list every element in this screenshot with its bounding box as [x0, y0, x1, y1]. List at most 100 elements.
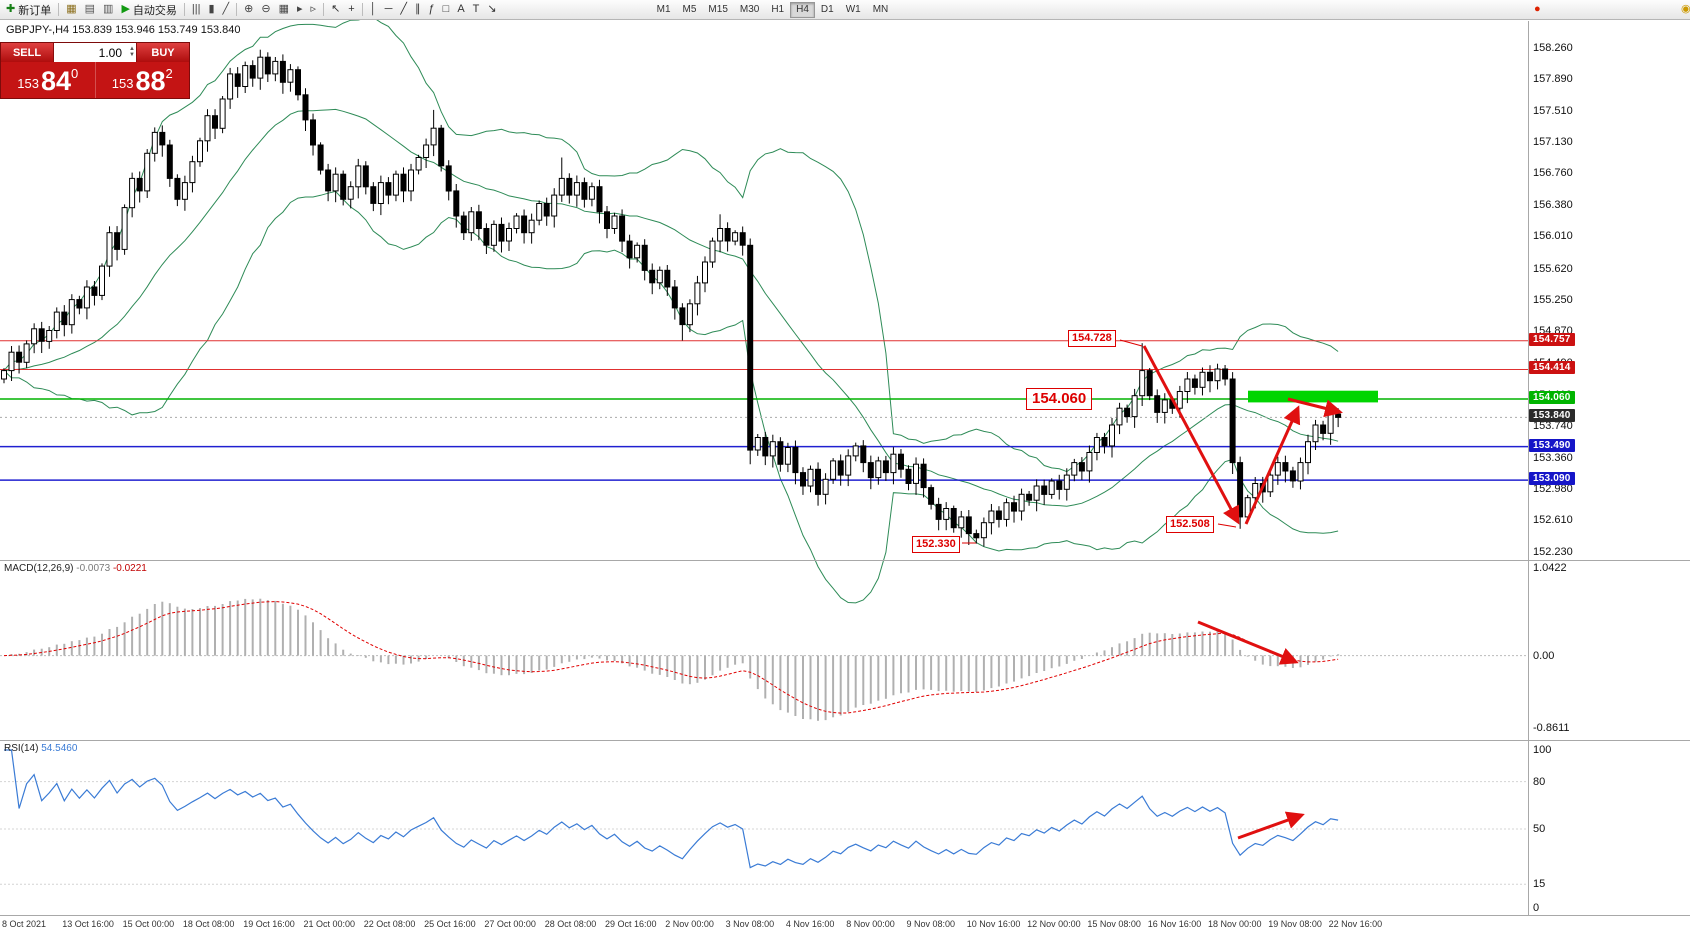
price-line-badge: 154.757	[1529, 332, 1575, 346]
time-label: 3 Nov 08:00	[725, 919, 775, 929]
timeframe-d1[interactable]: D1	[815, 2, 840, 18]
volume-input[interactable]	[54, 44, 136, 61]
buy-price[interactable]: 153 88 2	[111, 66, 173, 97]
price-line-badge: 153.840	[1529, 409, 1575, 423]
price-tick: 157.510	[1533, 104, 1573, 117]
timeframe-m1[interactable]: M1	[651, 2, 677, 18]
arrows-tool-button[interactable]: ↘	[483, 1, 500, 18]
time-label: 29 Oct 16:00	[605, 919, 657, 929]
price-tick: 157.130	[1533, 136, 1573, 149]
time-label: 8 Nov 00:00	[846, 919, 895, 929]
time-label: 4 Nov 16:00	[785, 919, 835, 929]
bar-chart-button[interactable]: |||	[188, 1, 205, 18]
auto-scroll-button[interactable]: ▸	[293, 1, 307, 18]
fibonacci-button[interactable]: ƒ	[425, 1, 439, 18]
price-annotation[interactable]: 152.508	[1166, 516, 1214, 533]
trendline-button[interactable]: ╱	[396, 1, 411, 18]
price-tick: 156.010	[1533, 230, 1573, 243]
ohlc-values: 153.839 153.946 153.749 153.840	[72, 24, 241, 36]
toolbar-separator	[361, 3, 363, 16]
profiles-button[interactable]: ▤	[81, 1, 99, 18]
time-label: 19 Oct 16:00	[243, 919, 295, 929]
candlestick-chart-button[interactable]: ▮	[204, 1, 218, 18]
timeframe-mn[interactable]: MN	[867, 2, 895, 18]
alerts-icon[interactable]: ●	[1534, 3, 1541, 15]
timeframe-m30[interactable]: M30	[734, 2, 765, 18]
volume-spinner[interactable]: ▲ ▼	[129, 43, 135, 61]
price-tick: 152.230	[1533, 546, 1573, 558]
rsi-scale-label: 15	[1533, 878, 1546, 891]
crosshair-icon: +	[348, 3, 355, 15]
price-line-badge: 153.490	[1529, 438, 1575, 452]
buy-button[interactable]: BUY	[136, 43, 189, 62]
channel-button[interactable]: ∥	[411, 1, 425, 18]
highlight-rectangle[interactable]	[1248, 390, 1378, 403]
data-window-button[interactable]: ▥	[99, 1, 117, 18]
zoom-out-button[interactable]: ⊖	[257, 1, 274, 18]
macd-scale-label: 1.0422	[1533, 562, 1567, 574]
time-label: 8 Oct 2021	[2, 919, 47, 929]
candlestick-chart-icon: ▮	[208, 3, 215, 15]
price-line-badge: 153.090	[1529, 472, 1575, 486]
price-tick: 155.250	[1533, 293, 1573, 306]
price-annotation[interactable]: 154.728	[1068, 330, 1116, 347]
time-label: 9 Nov 08:00	[906, 919, 956, 929]
sell-price[interactable]: 153 84 0	[1, 62, 96, 98]
price-annotation[interactable]: 154.060	[1026, 388, 1093, 410]
rsi-scale-label: 100	[1533, 744, 1552, 756]
trendline-icon: ╱	[400, 3, 408, 15]
auto-trading-button[interactable]: ▶ 自动交易	[117, 1, 180, 18]
sell-button[interactable]: SELL	[1, 43, 54, 62]
toolbar: ✚ 新订单 ▦ ▤ ▥ ▶ 自动交易 ||| ▮ ╱ ⊕ ⊖ ▦ ▸ ▹ ↖ + │ ─ ╱ ∥ ƒ □ A T ↘ M1 M5 M15…	[0, 0, 1690, 20]
timeframe-h1[interactable]: H1	[765, 2, 790, 18]
macd-histogram	[10, 598, 1340, 721]
time-label: 19 Nov 08:00	[1268, 919, 1322, 929]
macd-main-value: -0.0073	[76, 563, 111, 574]
trend-arrow[interactable]	[1287, 397, 1343, 418]
text-icon: A	[457, 3, 465, 15]
timeframe-w1[interactable]: W1	[840, 2, 867, 18]
text-label-button[interactable]: T	[469, 1, 484, 18]
trend-arrow[interactable]	[1142, 345, 1240, 525]
macd-scale-label: 0.00	[1533, 649, 1555, 662]
text-button[interactable]: A	[453, 1, 468, 18]
vertical-line-button[interactable]: │	[366, 1, 381, 18]
cursor-button[interactable]: ↖	[327, 1, 344, 18]
time-label: 10 Nov 16:00	[966, 919, 1021, 929]
horizontal-line-button[interactable]: ─	[381, 1, 397, 18]
chart-window-button[interactable]: ▦	[62, 1, 80, 18]
time-label: 15 Nov 08:00	[1087, 919, 1141, 929]
new-order-icon: ✚	[6, 3, 16, 15]
tile-windows-icon: ▦	[278, 3, 290, 15]
time-label: 18 Oct 08:00	[182, 919, 235, 929]
timeframe-m15[interactable]: M15	[702, 2, 733, 18]
line-chart-button[interactable]: ╱	[219, 1, 234, 18]
crosshair-button[interactable]: +	[344, 1, 358, 18]
timeframe-h4[interactable]: H4	[790, 1, 815, 18]
shapes-button[interactable]: □	[439, 1, 454, 18]
price-tick: 152.610	[1533, 514, 1573, 527]
chart-shift-button[interactable]: ▹	[307, 1, 321, 18]
annotation-connector	[1119, 339, 1143, 347]
trend-arrow[interactable]	[1197, 620, 1299, 665]
rsi-label: RSI(14) 54.5460	[4, 743, 77, 754]
cursor-icon: ↖	[331, 3, 341, 15]
zoom-in-button[interactable]: ⊕	[240, 1, 257, 18]
trend-arrow[interactable]	[1237, 811, 1305, 840]
news-coin-icon[interactable]: ◉	[1681, 3, 1690, 15]
tile-windows-button[interactable]: ▦	[275, 1, 293, 18]
price-tick: 153.740	[1533, 419, 1573, 432]
time-label: 2 Nov 00:00	[665, 919, 714, 929]
new-order-button[interactable]: ✚ 新订单	[2, 1, 55, 18]
time-label: 18 Nov 00:00	[1208, 919, 1262, 929]
spinner-up-icon[interactable]: ▲	[129, 46, 135, 52]
trend-arrow[interactable]	[1244, 405, 1301, 525]
spinner-down-icon[interactable]: ▼	[129, 52, 135, 58]
channel-icon: ∥	[415, 3, 421, 15]
volume-input-wrap: ▲▼	[54, 43, 136, 62]
time-label: 16 Nov 16:00	[1147, 919, 1202, 929]
toolbar-separator	[236, 3, 238, 16]
timeframe-m5[interactable]: M5	[677, 2, 703, 18]
price-annotation[interactable]: 152.330	[912, 536, 960, 553]
